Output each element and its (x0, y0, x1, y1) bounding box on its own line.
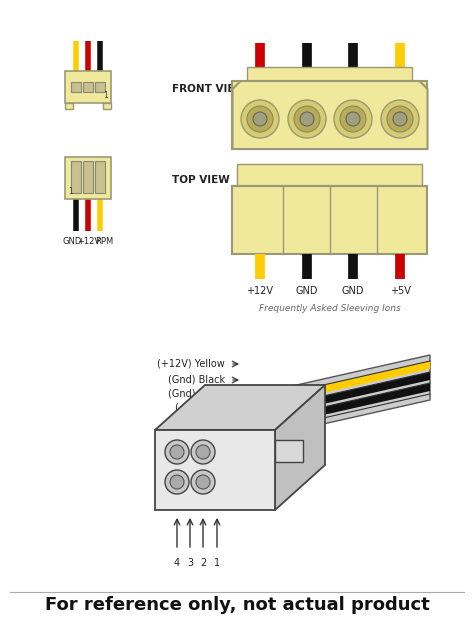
Text: TOP VIEW: TOP VIEW (172, 175, 230, 185)
Text: +12V: +12V (77, 237, 100, 246)
Circle shape (191, 440, 215, 464)
Circle shape (165, 470, 189, 494)
Bar (83, 161, 93, 193)
Text: 4: 4 (174, 558, 180, 568)
Bar (233, 186, 428, 254)
Circle shape (340, 106, 366, 132)
Bar (103, 103, 111, 109)
Circle shape (393, 112, 407, 126)
Bar (95, 82, 105, 92)
Bar (95, 161, 105, 193)
Circle shape (288, 100, 326, 138)
Circle shape (253, 112, 267, 126)
Bar (233, 81, 428, 149)
Circle shape (334, 100, 372, 138)
Text: GND: GND (62, 237, 82, 246)
Text: 1: 1 (214, 558, 220, 568)
Circle shape (300, 112, 314, 126)
Text: +5V: +5V (390, 286, 410, 296)
Text: +12V: +12V (246, 286, 273, 296)
Bar (155, 430, 275, 510)
Text: (+5V) Red: (+5V) Red (175, 403, 225, 413)
Text: 2: 2 (200, 558, 206, 568)
Circle shape (387, 106, 413, 132)
Text: (+12V) Yellow: (+12V) Yellow (157, 358, 225, 368)
Circle shape (241, 100, 279, 138)
Text: FRONT VIEW: FRONT VIEW (172, 84, 246, 94)
Polygon shape (230, 372, 430, 425)
Circle shape (170, 475, 184, 489)
Circle shape (381, 100, 419, 138)
Circle shape (346, 112, 360, 126)
Circle shape (191, 470, 215, 494)
Text: 1: 1 (68, 187, 73, 196)
Circle shape (247, 106, 273, 132)
Text: 3: 3 (187, 558, 193, 568)
Bar (275, 440, 303, 462)
Bar (65, 157, 111, 199)
Polygon shape (230, 383, 430, 436)
Circle shape (196, 445, 210, 459)
Text: (Gnd) Black: (Gnd) Black (168, 374, 225, 384)
Polygon shape (230, 361, 430, 414)
Bar (65, 71, 111, 103)
Text: (Gnd) Black: (Gnd) Black (168, 388, 225, 398)
Bar (247, 67, 412, 81)
Text: GND: GND (342, 286, 364, 296)
Polygon shape (233, 81, 428, 149)
Polygon shape (155, 385, 325, 430)
Text: RPM: RPM (95, 237, 113, 246)
Bar (83, 82, 93, 92)
Bar (65, 103, 73, 109)
Circle shape (196, 475, 210, 489)
Polygon shape (275, 385, 325, 510)
Text: Frequently Asked Sleeving Ions: Frequently Asked Sleeving Ions (259, 304, 401, 313)
Bar (237, 164, 422, 186)
Circle shape (165, 440, 189, 464)
Polygon shape (230, 355, 430, 445)
Text: For reference only, not actual product: For reference only, not actual product (45, 596, 429, 614)
Text: 1: 1 (103, 91, 108, 100)
Bar (71, 82, 81, 92)
Circle shape (294, 106, 320, 132)
Bar (71, 161, 81, 193)
Circle shape (170, 445, 184, 459)
Text: GND: GND (296, 286, 318, 296)
